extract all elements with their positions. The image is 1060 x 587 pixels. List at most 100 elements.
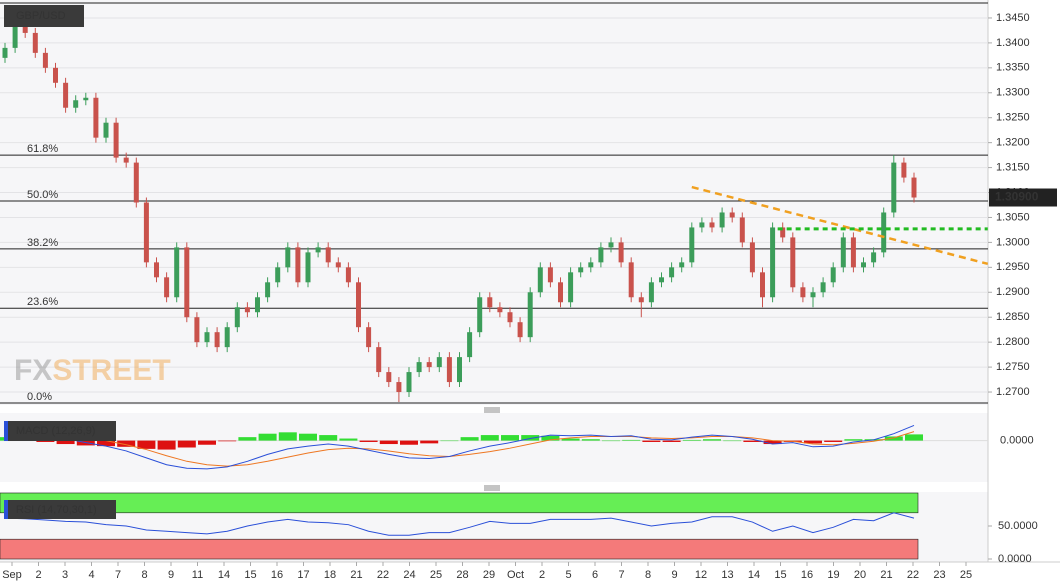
y-tick-label: 1.2900 <box>996 286 1030 298</box>
candle-body <box>63 82 69 108</box>
legend-box <box>4 421 116 441</box>
histogram-bar <box>238 437 257 441</box>
x-tick-label: 2 <box>35 569 41 581</box>
x-tick-label: 16 <box>801 569 813 581</box>
x-tick-label: 21 <box>350 569 362 581</box>
panel-handle <box>484 407 500 491</box>
histogram-bar <box>824 440 843 442</box>
x-tick-label: 24 <box>403 569 415 581</box>
histogram-bar <box>844 439 863 441</box>
candle-body <box>871 252 877 263</box>
candle-body <box>487 297 493 308</box>
candle-body <box>467 332 473 358</box>
candle-body <box>517 322 523 338</box>
y-tick-label: 1.3300 <box>996 87 1030 99</box>
y-tick-label: 1.3350 <box>996 62 1030 74</box>
candle-body <box>679 262 685 268</box>
histogram-bar <box>662 440 681 442</box>
x-tick-label: 7 <box>618 569 624 581</box>
histogram-bar <box>763 440 782 445</box>
x-tick-label: 20 <box>854 569 866 581</box>
candle-body <box>133 162 139 203</box>
candle-body <box>436 357 442 368</box>
histogram-bar <box>521 435 540 441</box>
legend-box <box>4 5 84 27</box>
candle-body <box>214 332 220 348</box>
histogram-bar <box>299 433 317 441</box>
candle-body <box>699 222 705 228</box>
x-tick-label: 28 <box>456 569 468 581</box>
x-tick-label: 7 <box>115 569 121 581</box>
histogram-bar <box>541 435 560 441</box>
candle-body <box>12 15 18 48</box>
candle-body <box>123 157 129 163</box>
candle-body <box>224 327 230 348</box>
x-tick-label: 17 <box>297 569 309 581</box>
candle-body <box>850 237 856 268</box>
watermark: FXSTREET <box>14 354 171 387</box>
candle-body <box>537 267 543 293</box>
histogram-bar <box>278 432 297 441</box>
x-tick-label: 22 <box>907 569 919 581</box>
histogram-bar <box>379 440 398 445</box>
candle-body <box>366 327 372 348</box>
overbought-zone <box>0 492 919 514</box>
candle-body <box>598 247 604 263</box>
macd-line <box>4 424 915 470</box>
histogram-bar <box>723 440 742 442</box>
watermark-part: FX <box>14 354 52 387</box>
y-tick-label: 1.2850 <box>996 311 1030 323</box>
histogram-bar <box>703 439 721 441</box>
histogram-bar <box>177 440 196 448</box>
candle-body <box>709 222 715 228</box>
candle-body <box>73 100 79 108</box>
candle-body <box>32 32 38 53</box>
candle-body <box>386 372 392 383</box>
legend-title: RSI (14,70,30,1) <box>16 504 97 516</box>
histogram-bar <box>581 439 600 441</box>
x-tick-label: 25 <box>960 569 972 581</box>
candle-body <box>53 67 58 83</box>
price-tag <box>989 188 1057 207</box>
candle-body <box>335 262 341 268</box>
histogram-bar <box>97 440 115 447</box>
y-tick-label: 1.3200 <box>996 137 1030 149</box>
fib-label: 23.6% <box>27 296 58 308</box>
x-tick-label: 19 <box>827 569 839 581</box>
histogram-bar <box>198 440 216 445</box>
histogram-bar <box>501 435 519 441</box>
candle-body <box>446 357 452 383</box>
candle-body <box>416 362 422 373</box>
watermark-part: STREET <box>52 354 170 387</box>
candle-body <box>669 267 675 278</box>
candle-body <box>113 122 119 158</box>
x-tick-label: 21 <box>880 569 892 581</box>
candle-body <box>578 267 584 273</box>
x-tick-label: 8 <box>645 569 651 581</box>
candle-body <box>719 212 725 228</box>
candle-body <box>739 217 745 243</box>
candle-body <box>396 382 402 393</box>
candle-body <box>608 242 614 248</box>
candle-body <box>527 292 533 338</box>
candle-body <box>689 227 695 263</box>
legend-color <box>4 421 8 441</box>
candle-body <box>507 312 513 323</box>
histogram-bar <box>682 439 701 441</box>
candle-body <box>143 202 149 263</box>
x-tick-label: 29 <box>483 569 495 581</box>
candle-body <box>659 277 664 283</box>
x-tick-label: 12 <box>695 569 707 581</box>
fib-label: 0.0% <box>27 391 52 403</box>
candle-body <box>305 252 311 283</box>
candle-body <box>911 177 917 198</box>
candle-body <box>588 262 594 268</box>
y-tick-label: 50.0000 <box>998 520 1038 532</box>
oversold-zone <box>0 538 919 560</box>
candle-body <box>376 347 382 373</box>
candle-body <box>891 162 897 213</box>
x-tick-label: 18 <box>324 569 336 581</box>
histogram-bar <box>622 439 641 441</box>
y-tick-label: 1.2950 <box>996 261 1030 273</box>
